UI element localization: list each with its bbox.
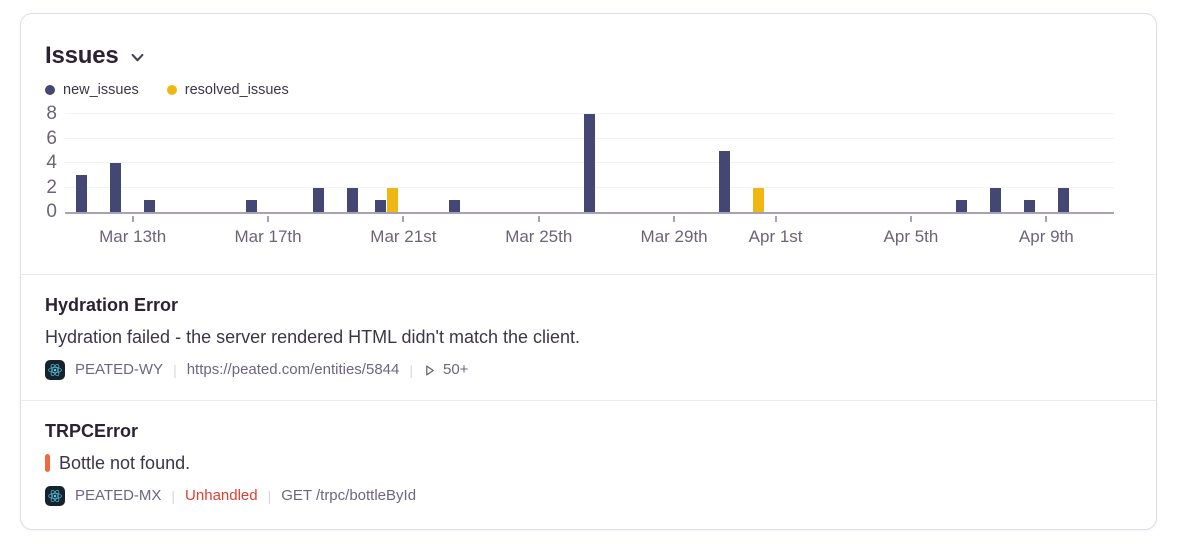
meta-separator: |	[171, 488, 176, 504]
resolved-issues-dot-icon	[166, 85, 177, 95]
new_issues-bar	[719, 150, 731, 212]
x-axis-tick-label: Mar 29th	[640, 227, 708, 246]
gridline	[65, 113, 1114, 114]
issue-row-trpc-error: TRPCError Bottle not found. PEATED-MX | …	[21, 401, 1156, 526]
y-axis-tick-label: 4	[46, 152, 57, 173]
widget-header: Issues	[21, 14, 1156, 70]
x-axis-tick-label: Mar 13th	[99, 227, 167, 246]
widget-title[interactable]: Issues	[45, 42, 119, 69]
project-slug: PEATED-MX	[75, 487, 162, 504]
issue-message: Bottle not found.	[45, 451, 1132, 475]
y-axis-tick-label: 0	[46, 201, 57, 222]
react-icon	[45, 360, 65, 380]
error-level-indicator	[45, 454, 50, 472]
new_issues-bar	[347, 187, 359, 212]
x-axis-tick-label: Mar 25th	[505, 227, 573, 246]
resolved_issues-bar	[753, 187, 765, 212]
new_issues-bar	[144, 199, 156, 212]
new_issues-bar	[76, 175, 88, 212]
issue-message-text: Hydration failed - the server rendered H…	[45, 327, 581, 347]
new_issues-bar	[313, 187, 325, 212]
chevron-down-icon[interactable]	[129, 49, 146, 66]
chart-legend: new_issues resolved_issues	[21, 70, 1156, 98]
new_issues-bar	[448, 199, 460, 212]
new_issues-bar	[990, 187, 1002, 212]
issue-message: Hydration failed - the server rendered H…	[45, 325, 1132, 349]
y-axis-tick-label: 2	[46, 176, 57, 198]
legend-label: resolved_issues	[184, 82, 289, 98]
new_issues-bar	[245, 199, 257, 212]
x-axis-tick-label: Apr 9th	[1018, 227, 1074, 246]
meta-separator: |	[267, 488, 272, 504]
new_issues-bar	[1023, 199, 1035, 212]
x-axis-tick-label: Mar 17th	[234, 227, 302, 246]
new_issues-bar	[1057, 187, 1069, 212]
y-axis-tick-label: 6	[46, 127, 57, 149]
x-axis-tick	[267, 216, 270, 222]
x-axis-tick	[1045, 216, 1048, 222]
events-count: 50+	[423, 360, 468, 380]
play-icon	[426, 365, 434, 375]
legend-item-new-issues[interactable]: new_issues	[45, 82, 139, 98]
resolved_issues-bar	[386, 187, 398, 212]
x-axis-tick	[131, 216, 134, 222]
issue-url: https://peated.com/entities/5844	[186, 361, 400, 378]
x-axis-tick	[673, 216, 676, 222]
chart-x-axis: Mar 13th Mar 17th Mar 21st Mar 25th Mar 29th…	[65, 214, 1114, 256]
unhandled-badge: Unhandled	[185, 487, 258, 504]
issue-row-hydration-error: Hydration Error Hydration failed - the s…	[21, 275, 1156, 400]
events-count-text: 50+	[442, 361, 469, 378]
project-slug: PEATED-WY	[75, 361, 164, 378]
y-axis-tick-label: 8	[46, 103, 57, 124]
issue-meta: PEATED-WY | https://peated.com/entities/…	[45, 360, 1132, 380]
new_issues-bar	[374, 199, 386, 212]
section-divider	[21, 274, 1156, 275]
x-axis-tick-label: Apr 5th	[883, 227, 939, 246]
issue-message-text: Bottle not found.	[59, 453, 191, 473]
x-axis-tick-label: Apr 1st	[748, 227, 803, 246]
legend-item-resolved-issues[interactable]: resolved_issues	[166, 82, 289, 98]
x-axis-tick-label: Mar 21st	[370, 227, 437, 246]
row-divider	[21, 400, 1156, 401]
issue-title-link[interactable]: Hydration Error	[45, 295, 179, 315]
issue-transaction: GET /trpc/bottleById	[281, 487, 417, 504]
x-axis-tick	[774, 216, 777, 222]
meta-separator: |	[409, 362, 413, 378]
x-axis-tick	[537, 216, 540, 222]
x-axis-tick	[909, 216, 912, 222]
chart-plot	[65, 113, 1114, 214]
react-icon	[45, 486, 65, 506]
new-issues-dot-icon	[45, 85, 55, 95]
issue-title-link[interactable]: TRPCError	[45, 421, 139, 441]
new_issues-bar	[110, 163, 122, 212]
new_issues-bar	[584, 114, 595, 212]
legend-label: new_issues	[63, 82, 139, 98]
chart-y-axis: 0 2 4 6 8	[21, 103, 57, 222]
meta-separator: |	[173, 362, 177, 378]
new_issues-bar	[956, 199, 968, 212]
issue-meta: PEATED-MX | Unhandled | GET /trpc/bottle…	[45, 486, 1132, 506]
x-axis-tick	[402, 216, 405, 222]
